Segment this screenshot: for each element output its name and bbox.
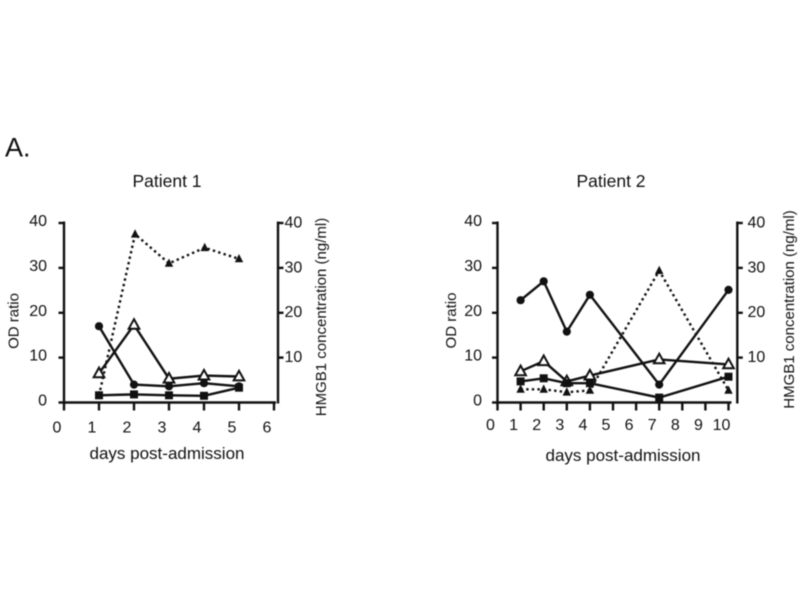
svg-text:0: 0 xyxy=(53,420,62,437)
svg-text:5: 5 xyxy=(602,417,611,434)
svg-text:4: 4 xyxy=(578,417,587,434)
svg-text:3: 3 xyxy=(555,417,564,434)
svg-text:0: 0 xyxy=(38,393,47,410)
svg-text:days post-admission: days post-admission xyxy=(546,446,701,465)
svg-text:A.: A. xyxy=(5,133,31,163)
svg-text:10: 10 xyxy=(464,348,482,365)
svg-text:OD ratio: OD ratio xyxy=(443,293,460,349)
svg-text:9: 9 xyxy=(694,417,703,434)
svg-text:0: 0 xyxy=(486,417,495,434)
svg-text:20: 20 xyxy=(748,304,766,321)
svg-text:0: 0 xyxy=(473,393,482,410)
svg-text:10: 10 xyxy=(748,349,766,366)
svg-text:2: 2 xyxy=(123,420,132,437)
svg-text:30: 30 xyxy=(285,259,303,276)
svg-text:30: 30 xyxy=(464,258,482,275)
svg-text:OD ratio: OD ratio xyxy=(6,293,23,349)
svg-text:1: 1 xyxy=(509,417,518,434)
svg-text:1: 1 xyxy=(88,420,97,437)
svg-text:40: 40 xyxy=(29,213,47,230)
svg-text:30: 30 xyxy=(748,259,766,276)
svg-text:3: 3 xyxy=(158,420,167,437)
svg-text:4: 4 xyxy=(193,420,202,437)
svg-text:6: 6 xyxy=(263,420,272,437)
svg-text:6: 6 xyxy=(625,417,634,434)
svg-text:10: 10 xyxy=(285,349,303,366)
svg-text:7: 7 xyxy=(648,417,657,434)
svg-text:40: 40 xyxy=(748,215,766,232)
svg-text:HMGB1 concentration (ng/ml): HMGB1 concentration (ng/ml) xyxy=(781,210,798,408)
svg-text:20: 20 xyxy=(285,304,303,321)
svg-text:Patient 1: Patient 1 xyxy=(132,171,201,191)
svg-text:20: 20 xyxy=(29,303,47,320)
svg-text:5: 5 xyxy=(228,420,237,437)
svg-text:8: 8 xyxy=(671,417,680,434)
svg-text:40: 40 xyxy=(464,213,482,230)
svg-text:40: 40 xyxy=(285,215,303,232)
svg-text:20: 20 xyxy=(464,303,482,320)
svg-text:30: 30 xyxy=(29,258,47,275)
svg-text:HMGB1 concentration (ng/ml): HMGB1 concentration (ng/ml) xyxy=(313,218,330,416)
svg-text:10: 10 xyxy=(713,417,731,434)
svg-text:days post-admission: days post-admission xyxy=(90,444,245,463)
svg-text:2: 2 xyxy=(532,417,541,434)
svg-text:Patient 2: Patient 2 xyxy=(576,171,645,191)
svg-text:10: 10 xyxy=(29,348,47,365)
